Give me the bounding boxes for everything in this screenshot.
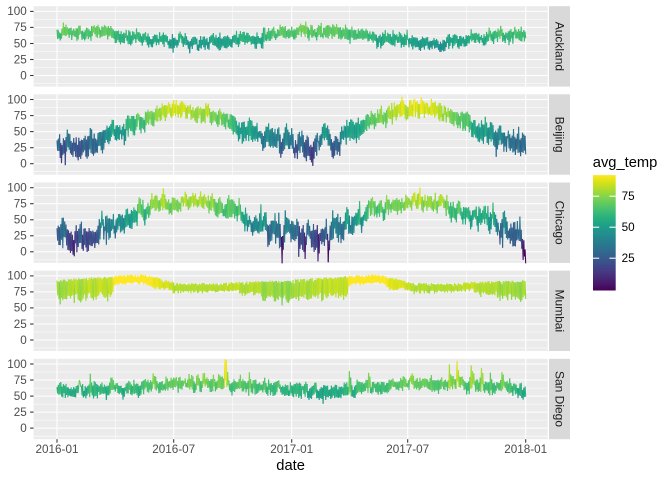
svg-text:2018-01: 2018-01: [504, 443, 547, 456]
svg-text:25: 25: [14, 318, 28, 331]
svg-text:0: 0: [20, 422, 27, 435]
svg-text:2017-07: 2017-07: [386, 443, 429, 456]
svg-text:50: 50: [14, 214, 28, 227]
svg-text:25: 25: [14, 142, 28, 155]
svg-text:100: 100: [7, 5, 27, 18]
svg-text:75: 75: [14, 374, 28, 387]
svg-text:100: 100: [7, 270, 27, 283]
svg-text:2017-01: 2017-01: [270, 443, 313, 456]
svg-text:75: 75: [622, 190, 636, 203]
svg-text:50: 50: [14, 390, 28, 403]
svg-text:100: 100: [7, 93, 27, 106]
svg-text:50: 50: [14, 37, 28, 50]
svg-text:25: 25: [14, 230, 28, 243]
svg-text:75: 75: [14, 21, 28, 34]
svg-text:75: 75: [14, 198, 28, 211]
svg-text:25: 25: [622, 252, 636, 265]
svg-text:0: 0: [20, 158, 27, 171]
svg-text:San Diego: San Diego: [553, 371, 567, 427]
svg-text:25: 25: [14, 53, 28, 66]
svg-text:0: 0: [20, 334, 27, 347]
svg-text:0: 0: [20, 246, 27, 259]
svg-text:2016-01: 2016-01: [36, 443, 79, 456]
svg-text:date: date: [276, 458, 305, 474]
svg-text:75: 75: [14, 109, 28, 122]
svg-text:100: 100: [7, 358, 27, 371]
svg-text:100: 100: [7, 182, 27, 195]
svg-text:Chicago: Chicago: [553, 201, 567, 245]
svg-text:50: 50: [622, 221, 636, 234]
svg-text:Beijing: Beijing: [553, 117, 567, 153]
svg-text:25: 25: [14, 406, 28, 419]
svg-text:50: 50: [14, 302, 28, 315]
svg-text:avg_temp: avg_temp: [593, 155, 658, 171]
svg-text:75: 75: [14, 286, 28, 299]
svg-text:Auckland: Auckland: [553, 22, 567, 71]
svg-text:50: 50: [14, 125, 28, 138]
svg-text:Mumbai: Mumbai: [553, 289, 567, 332]
svg-text:2016-07: 2016-07: [152, 443, 195, 456]
svg-text:0: 0: [20, 69, 27, 82]
